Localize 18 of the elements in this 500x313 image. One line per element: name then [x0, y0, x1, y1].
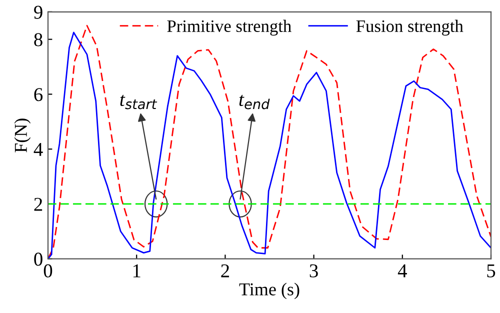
y-axis-title: F(N) — [14, 118, 31, 152]
x-tick-label: 4 — [398, 264, 407, 278]
x-tick-label: 2 — [221, 264, 229, 278]
annotation: t$_{start}$ — [120, 94, 158, 110]
legend-label: Fusion strength — [356, 20, 464, 36]
y-tick-label: 4 — [34, 143, 43, 156]
x-tick-label: 0 — [44, 264, 52, 278]
annotation: t$_{end}$ — [239, 94, 270, 110]
y-tick-label: 0 — [34, 252, 42, 266]
x-axis-title: Time (s) — [239, 282, 300, 300]
y-tick-label: 2 — [34, 198, 42, 211]
y-tick-label: 8 — [34, 33, 42, 46]
x-tick-label: 3 — [310, 264, 318, 278]
y-tick-label: 9 — [34, 6, 42, 19]
legend-label: Primitive strength — [167, 20, 292, 36]
x-tick-label: 5 — [487, 264, 496, 278]
y-tick-label: 6 — [34, 88, 43, 102]
x-tick-label: 1 — [133, 264, 140, 278]
